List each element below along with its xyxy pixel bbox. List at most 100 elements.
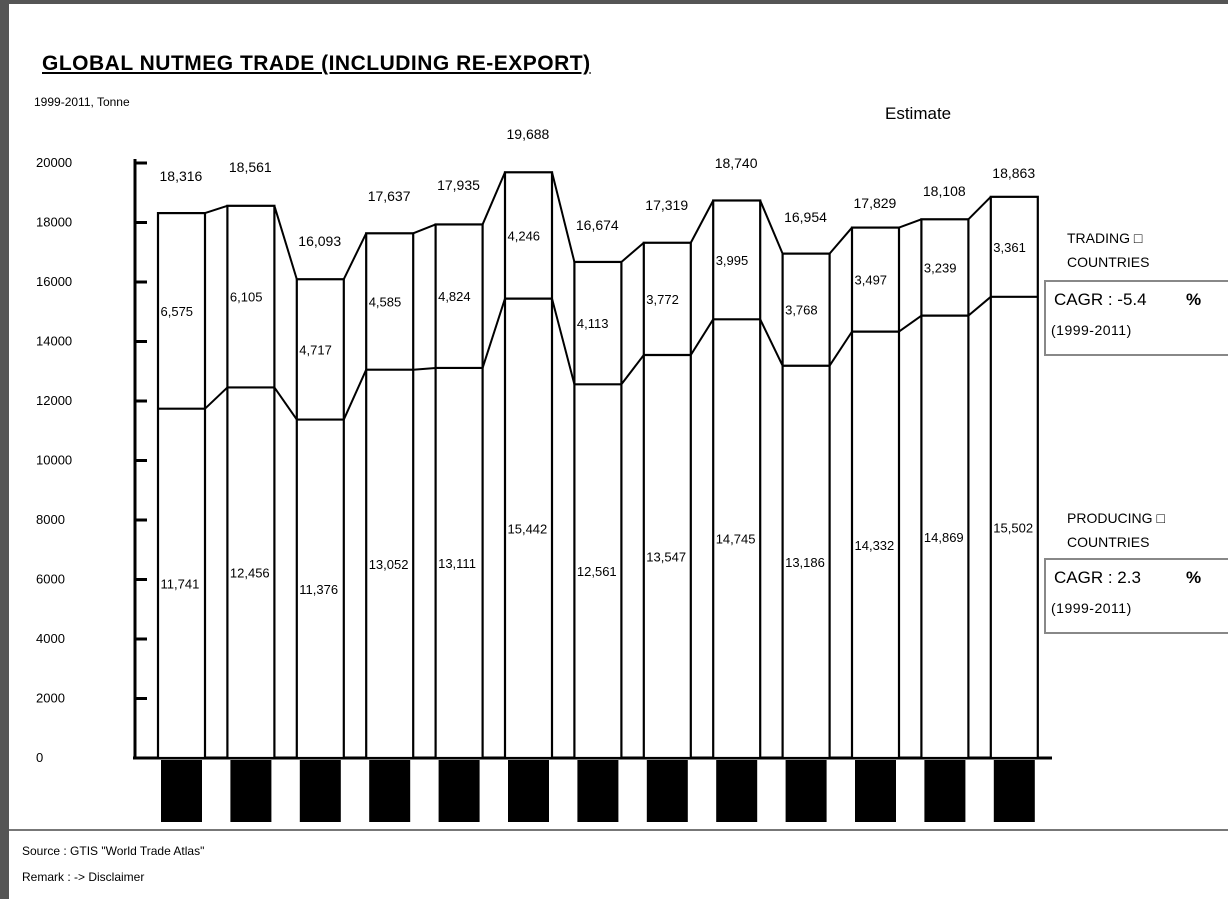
trading-data-label: 6,575: [161, 304, 194, 319]
total-connector-line: [828, 226, 853, 255]
total-data-label: 19,688: [507, 126, 550, 142]
producing-connector-line: [204, 386, 229, 410]
producing-connector-line: [898, 314, 922, 333]
total-connector-line: [620, 242, 645, 263]
cagr-trading-value: CAGR : -5.4: [1054, 290, 1147, 309]
y-tick-label: 12000: [36, 393, 72, 408]
producing-connector-line: [413, 366, 436, 371]
trading-data-label: 4,113: [577, 316, 609, 331]
y-tick-label: 0: [36, 750, 43, 765]
y-tick-label: 10000: [36, 453, 72, 468]
category-block: [577, 760, 619, 822]
bar-outline: [503, 171, 554, 760]
producing-data-label: 13,111: [438, 556, 476, 571]
y-tick-label: 20000: [36, 155, 72, 170]
frame-top-border: [0, 0, 1228, 4]
total-connector-line: [689, 200, 715, 244]
producing-connector-line: [759, 318, 784, 367]
producing-data-label: 15,502: [993, 520, 1033, 535]
bar-outline: [156, 211, 207, 760]
bar-outline: [295, 278, 345, 760]
y-tick-label: 8000: [36, 512, 65, 527]
chart-title: GLOBAL NUTMEG TRADE (INCLUDING RE-EXPORT…: [42, 52, 591, 75]
chart-subtitle: 1999-2011, Tonne: [34, 95, 130, 109]
total-data-label: 17,829: [854, 195, 897, 211]
total-connector-line: [481, 171, 506, 225]
total-connector-line: [551, 172, 576, 263]
producing-data-label: 14,869: [924, 530, 964, 545]
y-tick-label: 2000: [36, 691, 65, 706]
total-data-label: 17,319: [645, 197, 688, 213]
category-block: [646, 760, 688, 822]
producing-data-label: 12,561: [577, 564, 617, 579]
bar-outline: [850, 226, 901, 760]
trading-data-label: 6,105: [230, 290, 263, 305]
legend-producing: PRODUCING □ COUNTRIES: [1067, 506, 1165, 554]
legend-trading-line2: COUNTRIES: [1067, 254, 1150, 270]
footer-divider: [9, 829, 1228, 831]
producing-connector-line: [620, 354, 645, 385]
total-data-label: 17,935: [437, 177, 480, 193]
source-note: Source : GTIS "World Trade Atlas": [22, 844, 205, 858]
producing-connector-line: [551, 298, 576, 385]
producing-data-label: 13,547: [646, 549, 686, 564]
total-connector-line: [898, 218, 922, 229]
bar-outline: [365, 232, 415, 760]
total-connector-line: [273, 205, 298, 280]
cagr-trading-percent: %: [1186, 290, 1202, 309]
producing-connector-line: [342, 369, 368, 420]
legend-trading: TRADING □ COUNTRIES: [1067, 226, 1149, 274]
cagr-producing-percent: %: [1186, 568, 1202, 587]
category-block: [299, 760, 341, 822]
frame-left-border: [0, 0, 9, 899]
total-data-label: 16,093: [298, 233, 341, 249]
category-block: [855, 760, 896, 822]
producing-connector-line: [689, 318, 715, 356]
cagr-box-trading: CAGR : -5.4 % (1999-2011): [1044, 280, 1228, 356]
total-data-label: 18,863: [992, 165, 1035, 181]
legend-producing-line1: PRODUCING □: [1067, 510, 1165, 526]
bar-outline: [434, 223, 484, 760]
producing-data-label: 15,442: [508, 521, 548, 536]
bar-outline: [920, 218, 970, 760]
y-tick-label: 14000: [36, 334, 72, 349]
total-connector-line: [204, 204, 228, 215]
producing-data-label: 12,456: [230, 566, 270, 581]
total-data-label: 18,561: [229, 159, 272, 175]
total-data-label: 16,674: [576, 217, 619, 233]
trading-data-label: 3,995: [716, 253, 749, 268]
cagr-box-producing: CAGR : 2.3 % (1999-2011): [1044, 558, 1228, 634]
trading-data-label: 3,497: [855, 273, 888, 288]
y-tick-label: 4000: [36, 631, 65, 646]
trading-data-label: 4,717: [299, 342, 332, 357]
trading-data-label: 3,361: [993, 240, 1026, 255]
producing-data-label: 13,052: [369, 557, 409, 572]
category-block: [438, 760, 480, 822]
total-data-label: 16,954: [784, 209, 827, 225]
legend-producing-line2: COUNTRIES: [1067, 534, 1150, 550]
category-block: [508, 760, 549, 822]
cagr-producing-value: CAGR : 2.3: [1054, 568, 1141, 587]
producing-connector-line: [481, 298, 506, 369]
total-data-label: 18,316: [160, 168, 203, 184]
bar-outline: [989, 195, 1039, 760]
producing-data-label: 13,186: [785, 555, 825, 570]
trading-data-label: 3,239: [924, 260, 957, 275]
category-block: [716, 760, 758, 822]
trading-data-label: 4,824: [438, 289, 471, 304]
category-block: [924, 760, 966, 822]
total-connector-line: [967, 196, 992, 220]
producing-data-label: 14,332: [855, 538, 895, 553]
y-tick-label: 16000: [36, 274, 72, 289]
category-block: [369, 760, 411, 822]
category-block: [785, 760, 827, 822]
y-tick-label: 6000: [36, 572, 65, 587]
bar-outline: [642, 241, 692, 760]
total-connector-line: [342, 232, 368, 280]
estimate-label: Estimate: [885, 104, 952, 123]
total-connector-line: [759, 200, 784, 255]
total-data-label: 18,740: [715, 155, 758, 171]
producing-data-label: 14,745: [716, 532, 756, 547]
legend-trading-line1: TRADING □: [1067, 230, 1143, 246]
